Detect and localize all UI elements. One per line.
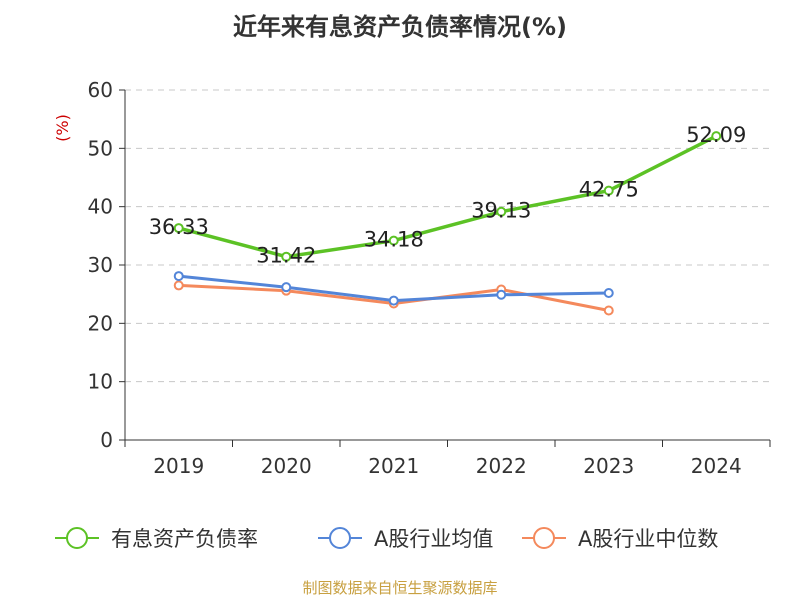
legend-label: A股行业均值 <box>374 527 493 551</box>
y-tick-label: 50 <box>88 136 113 160</box>
x-tick-label: 2019 <box>153 454 204 478</box>
y-tick-label: 40 <box>88 195 113 219</box>
x-tick-label: 2021 <box>368 454 419 478</box>
data-point-0 <box>388 235 399 246</box>
source-note: 制图数据来自恒生聚源数据库 <box>302 579 497 597</box>
data-label: 34.18 <box>364 228 424 252</box>
y-tick-label: 10 <box>88 370 113 394</box>
data-point-0 <box>173 223 184 234</box>
data-point-0 <box>603 185 614 196</box>
data-label: 31.42 <box>256 244 316 268</box>
legend-marker <box>66 527 88 549</box>
legend-marker <box>329 527 351 549</box>
series-line-0 <box>178 134 718 259</box>
legend: 有息资产负债率 A股行业均值 A股行业中位数 <box>55 527 718 551</box>
data-point-0 <box>281 251 292 262</box>
legend-item-1: A股行业均值 <box>318 527 493 551</box>
x-tick-label: 2024 <box>691 454 742 478</box>
grid-lines <box>125 89 770 383</box>
legend-label: 有息资产负债率 <box>111 527 258 551</box>
y-axis-label: (%) <box>53 114 72 142</box>
data-point-2 <box>173 280 184 291</box>
data-label: 42.75 <box>579 178 639 202</box>
data-point-0 <box>711 131 722 142</box>
data-point-1 <box>173 271 184 282</box>
x-tick-label: 2020 <box>261 454 312 478</box>
x-tick-label: 2023 <box>583 454 634 478</box>
chart-title: 近年来有息资产负债率情况(%) <box>233 13 567 41</box>
data-labels: 36.33 31.42 34.18 39.13 42.75 52.09 <box>149 123 747 268</box>
data-point-0 <box>496 206 507 217</box>
legend-item-2: A股行业中位数 <box>522 527 718 551</box>
data-point-2 <box>603 305 614 316</box>
data-point-1 <box>281 282 292 293</box>
axes: 0 10 20 30 40 50 60 2019 2020 2021 2022 2023 2024 <box>88 78 771 478</box>
data-label: 52.09 <box>686 123 746 147</box>
data-label: 39.13 <box>471 199 531 223</box>
y-tick-label: 20 <box>88 311 113 335</box>
y-tick-label: 60 <box>88 78 113 102</box>
legend-label: A股行业中位数 <box>578 527 718 551</box>
data-label: 36.33 <box>149 215 209 239</box>
series-layer <box>173 131 722 316</box>
legend-marker <box>533 527 555 549</box>
legend-item-0: 有息资产负债率 <box>55 527 258 551</box>
data-point-1 <box>603 288 614 298</box>
data-point-1 <box>496 289 507 300</box>
y-tick-label: 30 <box>88 253 113 277</box>
data-point-1 <box>388 295 399 306</box>
x-tick-label: 2022 <box>476 454 527 478</box>
y-tick-label: 0 <box>100 428 113 452</box>
